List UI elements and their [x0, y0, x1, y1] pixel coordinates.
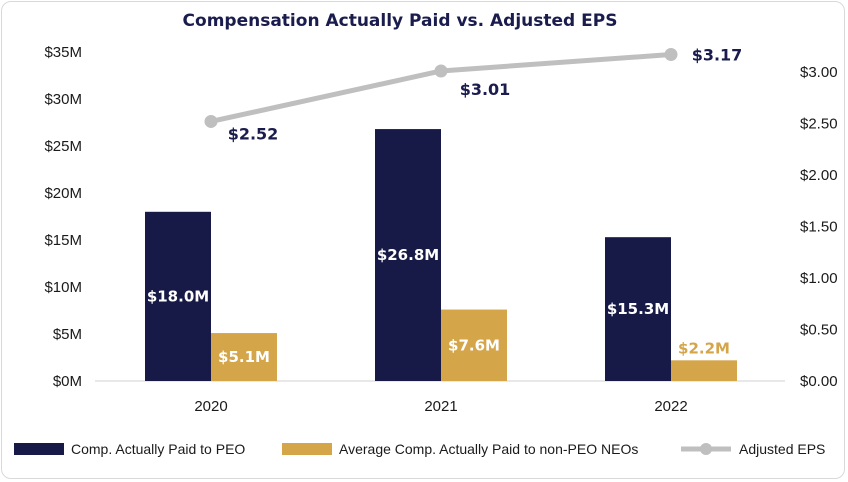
legend-swatch-peo: [14, 443, 64, 455]
x-tick-label: 2020: [194, 398, 227, 415]
legend: Comp. Actually Paid to PEO Average Comp. …: [14, 441, 825, 457]
legend-swatch-eps-marker: [700, 443, 712, 455]
bar-neo-label: $5.1M: [218, 348, 270, 366]
y-left-tick-label: $20M: [44, 185, 82, 202]
bar-neo: [211, 333, 277, 381]
bar-neo: [441, 309, 507, 381]
x-tick-label: 2021: [424, 398, 457, 415]
eps-point: [434, 64, 448, 78]
bar-neo-label: $2.2M: [678, 339, 730, 357]
eps-point-label: $3.01: [460, 80, 511, 99]
y-axis-right: $0.00 $0.50 $1.00 $1.50 $2.00 $2.50 $3.00: [800, 64, 838, 390]
legend-swatch-neo: [282, 443, 332, 455]
y-right-tick-label: $1.50: [800, 219, 838, 236]
y-left-tick-label: $25M: [44, 138, 82, 155]
legend-label-neo: Average Comp. Actually Paid to non-PEO N…: [339, 441, 638, 457]
eps-point-label: $2.52: [228, 124, 279, 143]
y-left-tick-label: $0M: [53, 373, 82, 390]
bar-peo-label: $26.8M: [377, 246, 439, 264]
y-right-tick-label: $2.50: [800, 116, 838, 133]
bar-series: $18.0M $5.1M $26.8M $7.6M $15.3M $2.2M: [145, 129, 737, 381]
y-left-tick-label: $30M: [44, 91, 82, 108]
bar-peo-label: $18.0M: [147, 287, 209, 305]
x-tick-label: 2022: [654, 398, 687, 415]
bar-peo-label: $15.3M: [607, 300, 669, 318]
bar-peo: [605, 237, 671, 381]
bar-peo: [145, 211, 211, 381]
y-right-tick-label: $0.50: [800, 322, 838, 339]
legend-label-peo: Comp. Actually Paid to PEO: [71, 441, 245, 457]
x-axis: 2020 2021 2022: [194, 398, 687, 415]
y-right-tick-label: $0.00: [800, 373, 838, 390]
y-left-tick-label: $5M: [53, 326, 82, 343]
y-axis-left: $0M $5M $10M $15M $20M $25M $30M $35M: [44, 44, 82, 390]
y-right-tick-label: $1.00: [800, 270, 838, 287]
y-right-tick-label: $2.00: [800, 167, 838, 184]
chart-title: Compensation Actually Paid vs. Adjusted …: [183, 11, 618, 31]
y-right-tick-label: $3.00: [800, 64, 838, 81]
legend-label-eps: Adjusted EPS: [739, 441, 825, 457]
y-left-tick-label: $10M: [44, 279, 82, 296]
bar-neo: [671, 360, 737, 381]
y-left-tick-label: $35M: [44, 44, 82, 61]
eps-line-series: $2.52 $3.01 $3.17: [204, 45, 743, 143]
bar-neo-label: $7.6M: [448, 336, 500, 354]
bar-peo: [375, 129, 441, 381]
y-left-tick-label: $15M: [44, 232, 82, 249]
eps-point-label: $3.17: [692, 45, 743, 64]
eps-point: [664, 47, 678, 61]
eps-point: [204, 114, 218, 128]
